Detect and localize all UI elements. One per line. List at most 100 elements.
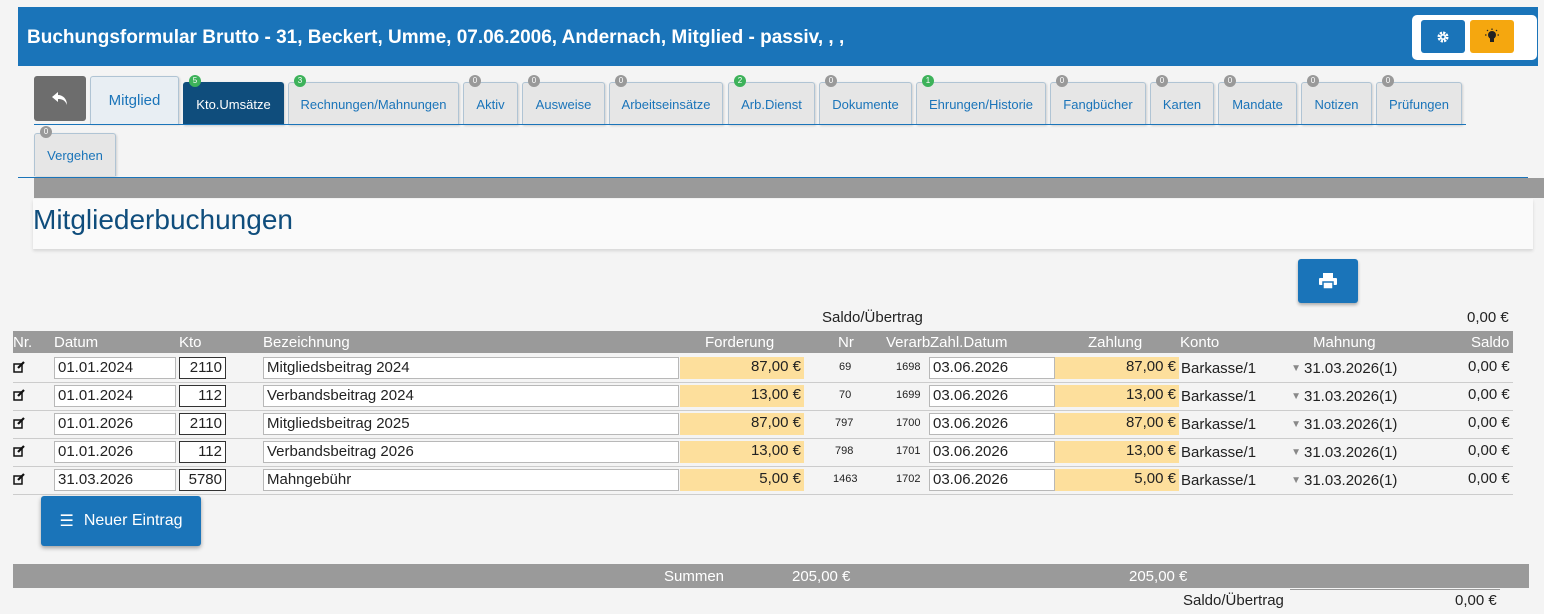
edit-icon[interactable] [13, 473, 25, 485]
tab-badge: 0 [825, 75, 837, 87]
title-buttons [1412, 15, 1537, 60]
zahlung-input[interactable]: 13,00 € [1055, 385, 1179, 407]
table-row: 31.03.2026 5780 Mahngebühr 5,00 € 1463 1… [13, 467, 1513, 495]
col-saldo: Saldo [1471, 334, 1510, 351]
verarb-value: 1702 [896, 473, 921, 485]
lightbulb-button[interactable] [1470, 20, 1514, 53]
saldo-bottom-value: 0,00 € [1455, 592, 1497, 609]
datum-input[interactable]: 01.01.2026 [54, 413, 176, 435]
tab-arb-dienst[interactable]: 2 Arb.Dienst [728, 75, 815, 125]
nr-value: 70 [839, 389, 852, 401]
saldo-value: 0,00 € [1468, 358, 1510, 375]
kto-input[interactable]: 5780 [179, 469, 226, 491]
konto-select[interactable]: Barkasse/1 ▼ [1181, 360, 1301, 377]
tab-mandate[interactable]: 0 Mandate [1218, 75, 1297, 125]
col-verarb: Verarb [886, 334, 930, 351]
datum-input[interactable]: 31.03.2026 [54, 469, 176, 491]
zahl-datum-input[interactable]: 03.06.2026 [929, 357, 1055, 379]
bezeichnung-input[interactable]: Mahngebühr [263, 469, 679, 491]
table-row: 01.01.2026 112 Verbandsbeitrag 2026 13,0… [13, 439, 1513, 467]
kto-input[interactable]: 112 [179, 385, 226, 407]
tab-ausweise[interactable]: 0 Ausweise [522, 75, 605, 125]
table-header: Nr. Datum Kto Bezeichnung Forderung Nr V… [13, 331, 1513, 353]
tab-dokumente[interactable]: 0 Dokumente [819, 75, 912, 125]
bezeichnung-input[interactable]: Mitgliedsbeitrag 2024 [263, 357, 679, 379]
new-entry-button[interactable]: ☰ Neuer Eintrag [41, 496, 201, 546]
konto-select[interactable]: Barkasse/1 ▼ [1181, 472, 1301, 489]
tab-aktiv[interactable]: 0 Aktiv [463, 75, 518, 125]
edit-icon[interactable] [13, 389, 25, 401]
tab-badge: 0 [40, 126, 52, 138]
mahnung-value: 31.03.2026(1) [1304, 444, 1398, 461]
tab-rechnungen-mahnungen[interactable]: 3 Rechnungen/Mahnungen [288, 75, 459, 125]
datum-input[interactable]: 01.01.2026 [54, 441, 176, 463]
tab-badge: 0 [1056, 75, 1068, 87]
col-forderung: Forderung [705, 334, 775, 351]
title-bar: Buchungsformular Brutto - 31, Beckert, U… [18, 7, 1538, 66]
tab-kto-umsaetze[interactable]: 5 Kto.Umsätze [183, 75, 284, 125]
sums-bar: Summen 205,00 € 205,00 € [13, 564, 1529, 588]
table-row: 01.01.2024 112 Verbandsbeitrag 2024 13,0… [13, 383, 1513, 411]
tab-badge: 1 [922, 75, 934, 87]
tab-vergehen[interactable]: 0 Vergehen [34, 126, 116, 176]
tab-ehrungen-historie[interactable]: 1 Ehrungen/Historie [916, 75, 1046, 125]
edit-icon[interactable] [13, 417, 25, 429]
tab-badge: 0 [1156, 75, 1168, 87]
tab-badge: 2 [734, 75, 746, 87]
saldo-bottom-label: Saldo/Übertrag [1183, 592, 1284, 609]
konto-select[interactable]: Barkasse/1 ▼ [1181, 388, 1301, 405]
konto-select[interactable]: Barkasse/1 ▼ [1181, 444, 1301, 461]
kto-input[interactable]: 2110 [179, 357, 226, 379]
tab-fangbuecher[interactable]: 0 Fangbücher [1050, 75, 1146, 125]
tab-pruefungen[interactable]: 0 Prüfungen [1376, 75, 1462, 125]
zahl-datum-input[interactable]: 03.06.2026 [929, 469, 1055, 491]
forderung-input[interactable]: 13,00 € [680, 441, 804, 463]
zahl-datum-input[interactable]: 03.06.2026 [929, 413, 1055, 435]
print-icon [1319, 273, 1337, 289]
chevron-down-icon: ▼ [1291, 447, 1301, 458]
datum-input[interactable]: 01.01.2024 [54, 357, 176, 379]
settings-button[interactable] [1421, 20, 1465, 53]
tab-arbeitseinsaetze[interactable]: 0 Arbeitseinsätze [609, 75, 723, 125]
edit-icon[interactable] [13, 361, 25, 373]
tab-badge: 5 [189, 75, 201, 87]
bezeichnung-input[interactable]: Verbandsbeitrag 2026 [263, 441, 679, 463]
chevron-down-icon: ▼ [1291, 475, 1301, 486]
zahl-datum-input[interactable]: 03.06.2026 [929, 385, 1055, 407]
zahlung-input[interactable]: 13,00 € [1055, 441, 1179, 463]
section-title: Mitgliederbuchungen [33, 204, 293, 235]
col-zahl-datum: Zahl.Datum [930, 334, 1008, 351]
edit-icon[interactable] [13, 445, 25, 457]
kto-input[interactable]: 112 [179, 441, 226, 463]
print-button[interactable] [1298, 259, 1358, 303]
lightbulb-icon [1485, 28, 1499, 42]
divider [1290, 589, 1500, 590]
tab-mitglied[interactable]: Mitglied [90, 76, 179, 124]
forderung-input[interactable]: 5,00 € [680, 469, 804, 491]
zahl-datum-input[interactable]: 03.06.2026 [929, 441, 1055, 463]
saldo-uebertrag-label: Saldo/Übertrag [822, 309, 923, 326]
forderung-input[interactable]: 87,00 € [680, 357, 804, 379]
tab-divider [18, 177, 1528, 178]
zahlung-input[interactable]: 87,00 € [1055, 413, 1179, 435]
zahlung-input[interactable]: 5,00 € [1055, 469, 1179, 491]
mahnung-value: 31.03.2026(1) [1304, 416, 1398, 433]
konto-select[interactable]: Barkasse/1 ▼ [1181, 416, 1301, 433]
list-icon: ☰ [59, 513, 74, 530]
col-bezeichnung: Bezeichnung [263, 334, 350, 351]
datum-input[interactable]: 01.01.2024 [54, 385, 176, 407]
forderung-input[interactable]: 13,00 € [680, 385, 804, 407]
sums-zahlung: 205,00 € [1129, 568, 1188, 585]
saldo-value: 0,00 € [1468, 470, 1510, 487]
zahlung-input[interactable]: 87,00 € [1055, 357, 1179, 379]
chevron-down-icon: ▼ [1291, 363, 1301, 374]
tab-karten[interactable]: 0 Karten [1150, 75, 1214, 125]
bezeichnung-input[interactable]: Verbandsbeitrag 2024 [263, 385, 679, 407]
col-konto: Konto [1180, 334, 1220, 351]
bezeichnung-input[interactable]: Mitgliedsbeitrag 2025 [263, 413, 679, 435]
back-button[interactable] [34, 76, 86, 121]
tab-notizen[interactable]: 0 Notizen [1301, 75, 1372, 125]
back-arrow-icon [52, 91, 67, 105]
forderung-input[interactable]: 87,00 € [680, 413, 804, 435]
kto-input[interactable]: 2110 [179, 413, 226, 435]
